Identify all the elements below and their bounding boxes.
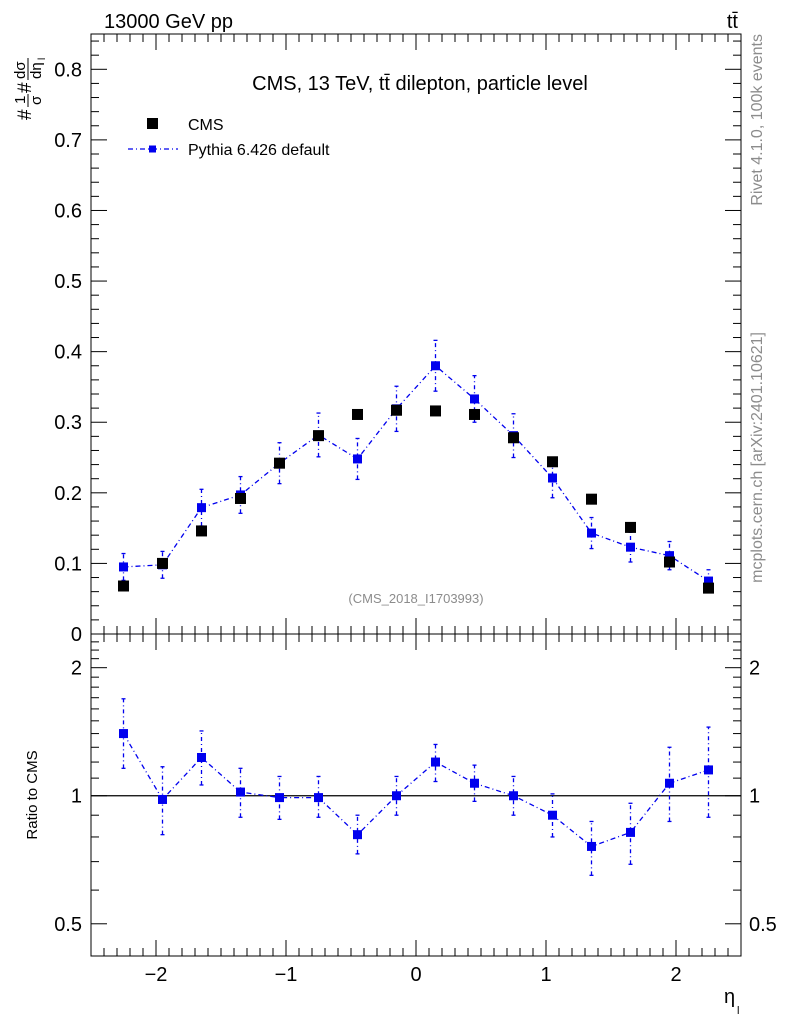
ratio-panel: 0.5 0.5 1 1 2 2 −2 −1 0 1 2 Ratio to CMS η l [24,633,777,1017]
data-point [352,408,363,420]
ratio-point [470,778,479,788]
ratio-y-tick-label-right: 0.5 [749,914,777,936]
ratio-y-tick-label: 1 [71,786,82,808]
analysis-id: (CMS_2018_I1703993) [348,591,483,606]
mc-point [548,473,557,483]
x-tick-label: 0 [410,964,421,986]
ratio-point [158,794,167,804]
main-y-tick-label: 0 [71,624,82,646]
ratio-y-tick-label: 0.5 [54,914,82,936]
rivet-label: Rivet 4.1.0, 100k events [749,34,766,206]
mc-series-line [123,364,709,582]
data-point [235,492,246,504]
energy-label: 13000 GeV pp [104,11,233,33]
mc-point [587,528,596,538]
data-point [196,525,207,537]
legend-marker-mc [149,145,156,153]
ylabel-dsigma: dσ [12,61,29,79]
ratio-y-tick-label: 2 [71,658,82,680]
data-point [274,457,285,469]
data-point [469,408,480,420]
main-y-tick-label: 0.8 [54,59,82,81]
data-point [703,582,714,594]
main-y-ticks: 0 0.1 0.2 0.3 0.4 0.5 0.6 0.7 0.8 [54,40,741,646]
main-mc-series [119,339,713,594]
mc-point [665,551,674,561]
main-y-tick-label: 0.1 [54,553,82,575]
data-point [313,430,324,442]
main-y-tick-label: 0.4 [54,342,82,364]
ylabel-frac-den: σ [28,95,45,105]
ratio-y-tick-label-right: 1 [749,786,760,808]
x-axis-label-sub: l [737,1005,739,1017]
mc-point [353,454,362,464]
main-y-tick-label: 0.2 [54,483,82,505]
x-axis-label: η [724,986,735,1008]
ratio-point [431,757,440,767]
ratio-y-ticks: 0.5 0.5 1 1 2 2 [54,641,777,936]
x-tick-label: −1 [275,964,298,986]
ratio-frame [90,633,742,957]
x-tick-label: 2 [670,964,681,986]
legend-label-cms: CMS [188,117,224,134]
main-y-tick-label: 0.5 [54,271,82,293]
ylabel-frac-num: 1 [12,96,29,104]
data-point [664,556,675,568]
main-y-tick-label: 0.3 [54,412,82,434]
main-panel: 0 0.1 0.2 0.3 0.4 0.5 0.6 0.7 0.8 CMS, 13 TeV, t… [12,33,742,646]
mc-point [626,542,635,552]
ratio-x-ticks: −2 −1 0 1 2 [90,634,742,986]
main-y-label: # 1 σ # dσ dη l [12,58,48,120]
mc-point [704,576,713,586]
ratio-point [704,765,713,775]
data-point [508,432,519,444]
ratio-point [314,793,323,803]
ratio-point [626,827,635,837]
x-tick-label: 1 [540,964,551,986]
ratio-point [275,793,284,803]
ratio-y-label: Ratio to CMS [24,750,41,839]
data-point [157,557,168,569]
site-label: mcplots.cern.ch [arXiv:2401.10621] [749,332,766,583]
data-point [547,456,558,468]
legend-marker-cms [147,118,158,129]
process-label: tt̄ [727,11,739,33]
ratio-point [119,729,128,739]
main-title: CMS, 13 TeV, tt̄ dilepton, particle leve… [252,73,588,95]
main-data-series [118,404,714,594]
ylabel-deta: dη [28,62,45,79]
data-point [625,521,636,533]
ratio-point [548,810,557,820]
ratio-series-line [122,733,709,848]
main-y-tick-label: 0.7 [54,130,82,152]
mc-point [431,361,440,371]
ratio-point [587,841,596,851]
ylabel-hash-2: # [15,82,36,93]
data-point [391,404,402,416]
ratio-mc-series [119,698,713,876]
data-point [586,493,597,505]
ratio-y-tick-label-right: 2 [749,658,760,680]
data-point [430,405,441,417]
mc-point [197,503,206,513]
main-y-tick-label: 0.6 [54,200,82,222]
ratio-point [236,787,245,797]
ratio-point [509,791,518,801]
main-x-ticks [90,34,742,634]
ratio-point [665,778,674,788]
ylabel-hash-1: # [15,109,36,120]
data-point [118,580,129,592]
ylabel-sub: l [37,58,48,60]
legend: CMS Pythia 6.426 default [128,117,330,159]
legend-label-mc: Pythia 6.426 default [188,142,330,159]
mc-point [119,562,128,572]
mc-point [470,394,479,404]
x-tick-label: −2 [145,964,168,986]
ratio-point [197,752,206,762]
ratio-point [353,830,362,840]
ratio-point [392,791,401,801]
